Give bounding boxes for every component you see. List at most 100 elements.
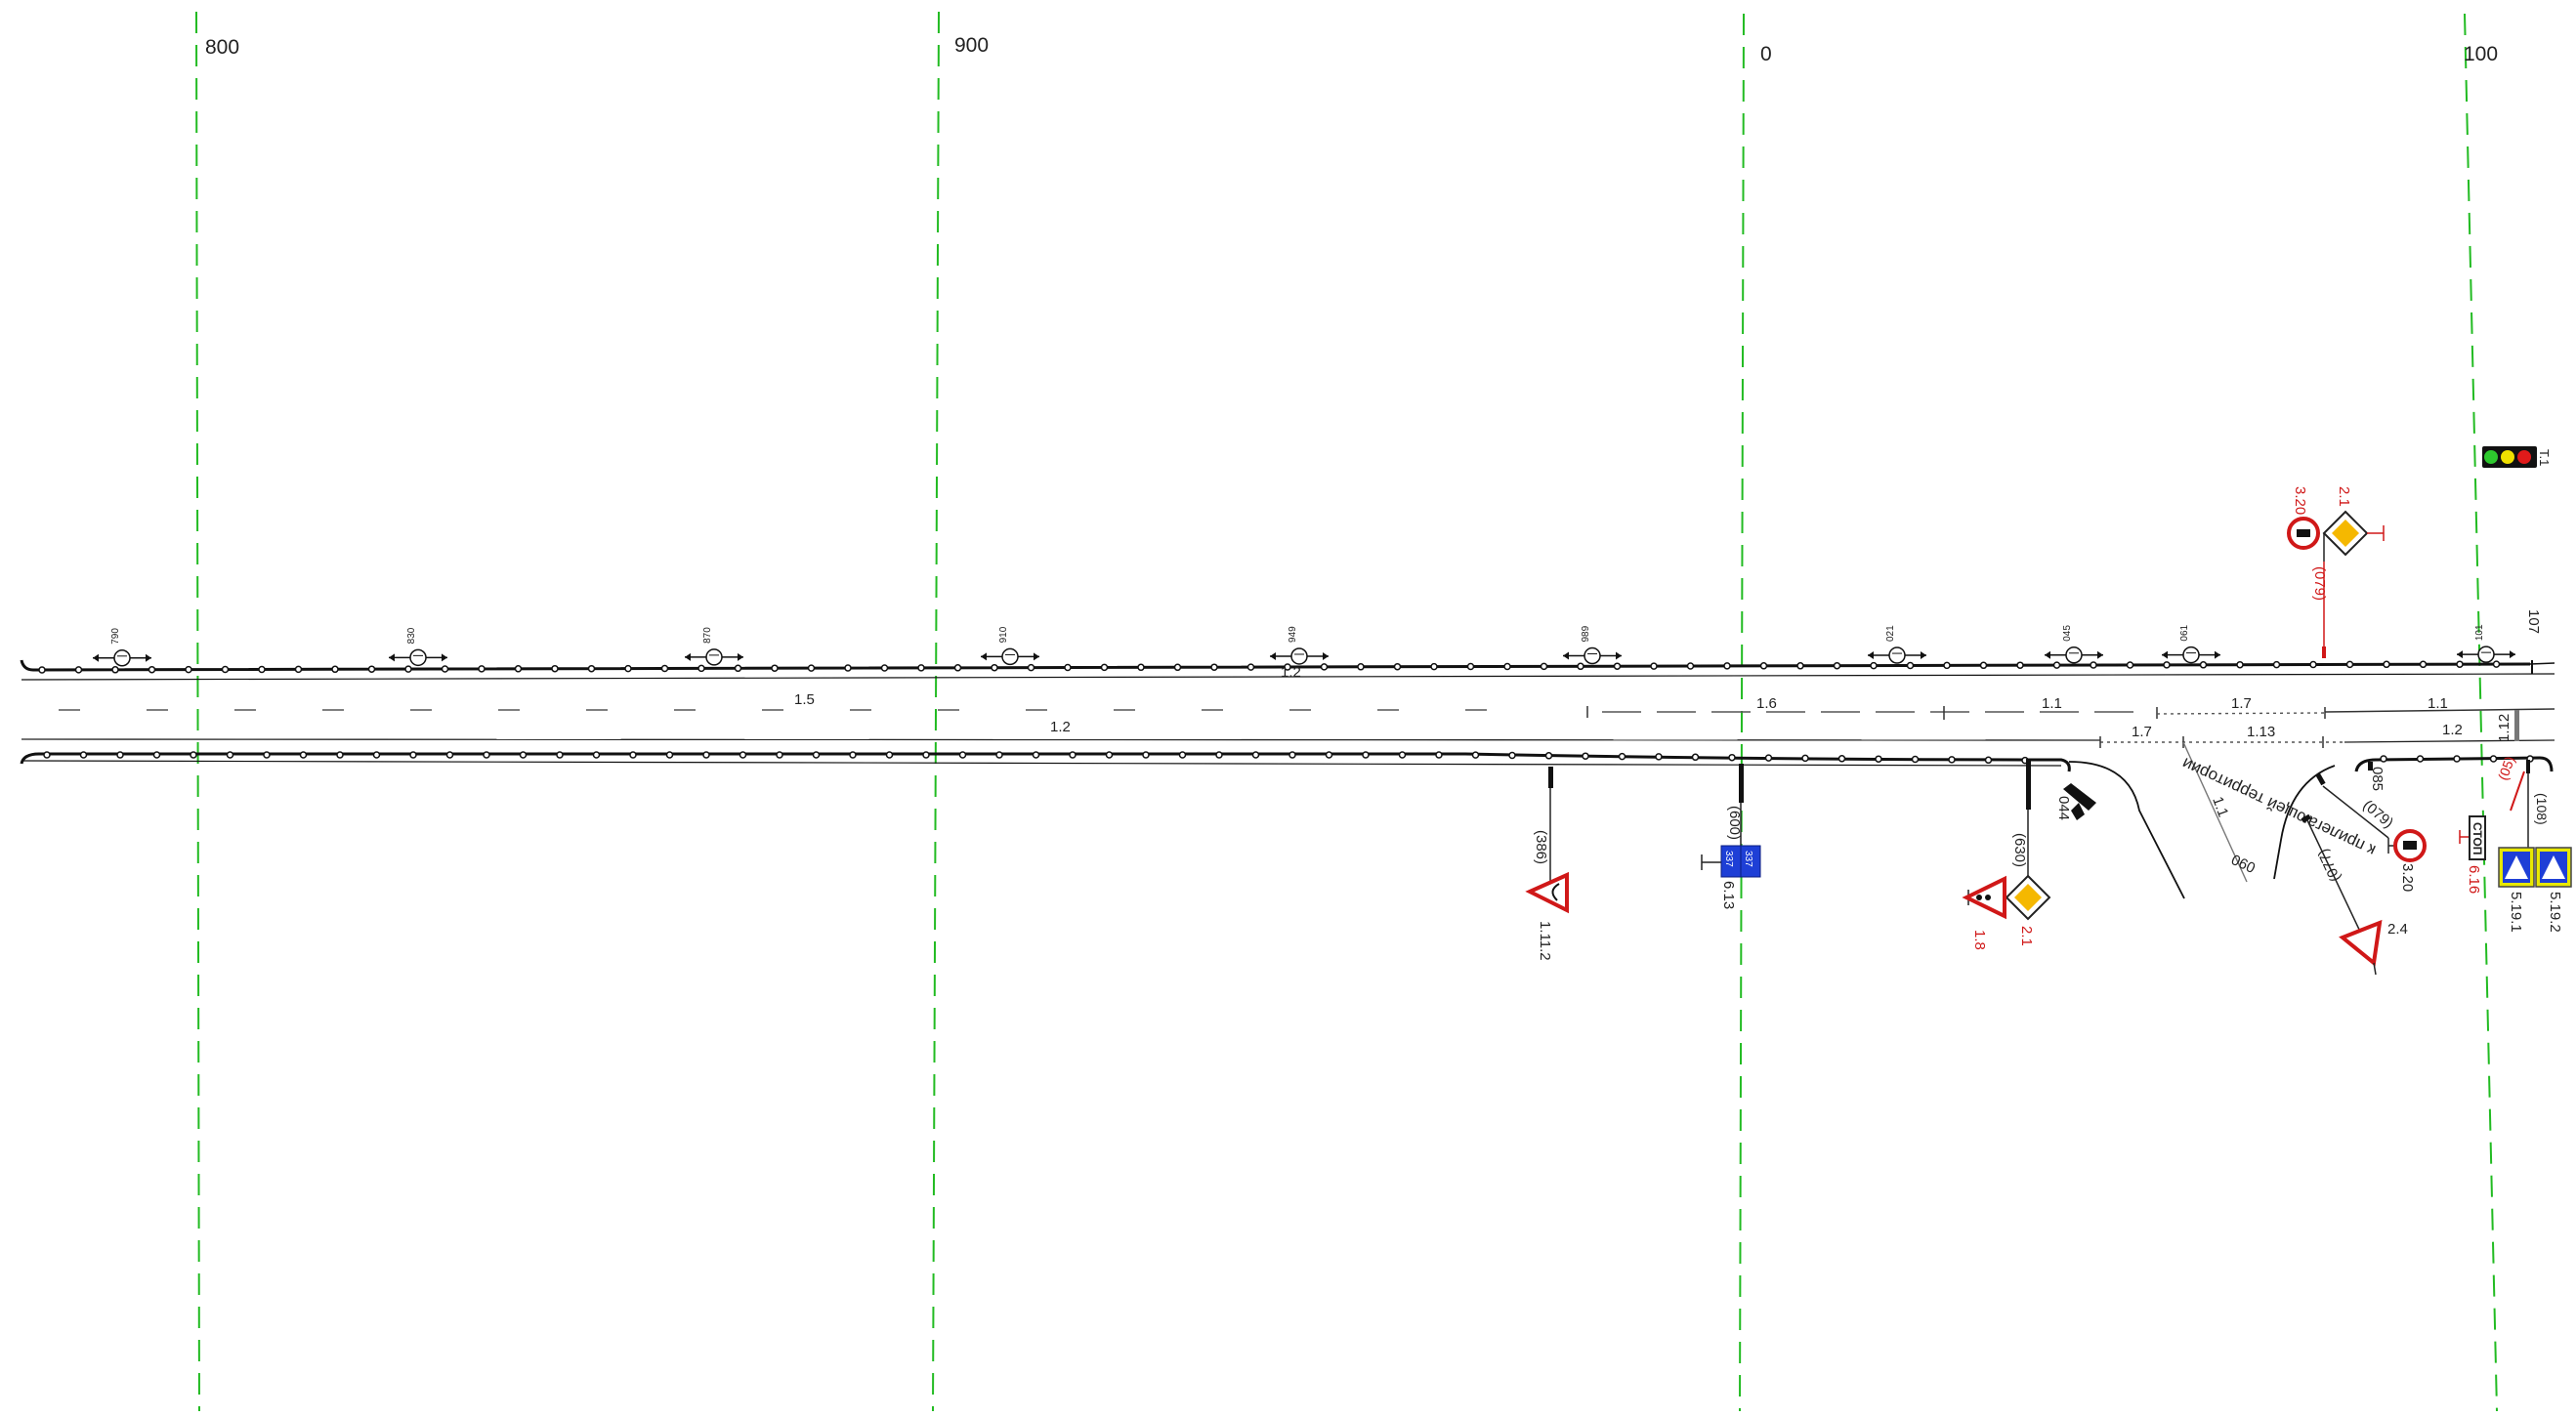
light-label: 830 <box>406 627 417 644</box>
delineator-post <box>953 664 962 672</box>
delineator-post <box>991 663 998 672</box>
delineator-post <box>812 751 821 759</box>
upper-posts <box>38 660 2501 674</box>
delineator-post <box>1105 751 1114 759</box>
delineator-post <box>885 751 894 759</box>
delineator-post <box>592 751 601 759</box>
delineator-post <box>111 666 119 674</box>
upper-curb <box>20 659 2531 672</box>
light-label: 021 <box>1885 625 1896 642</box>
delineator-post <box>1613 662 1622 670</box>
sign-post <box>2322 646 2326 658</box>
light-label: 101 <box>2474 624 2485 641</box>
delineator-post <box>880 664 889 672</box>
sign-code: 6.16 <box>2466 865 2482 894</box>
delineator-post <box>226 751 234 759</box>
delineator-post <box>1875 755 1882 763</box>
camera-icon <box>2071 803 2085 820</box>
marking-label: 1.1 <box>2042 695 2062 712</box>
delineator-post <box>1801 754 1809 763</box>
marking-label: 1.12 <box>2496 714 2513 742</box>
chainage-label: 0 <box>1760 43 1772 65</box>
delineator-post <box>152 751 161 759</box>
chainage-label: 900 <box>954 34 989 57</box>
delineator-post <box>299 751 308 759</box>
delineator-post <box>660 664 669 673</box>
delineator-post <box>844 664 852 672</box>
center-line-dashes <box>59 709 2133 713</box>
delineator-post <box>185 665 192 674</box>
street-light-icon <box>2182 646 2200 664</box>
sign-code: 6.13 <box>1720 881 1737 909</box>
delineator-post <box>1540 662 1548 671</box>
center-dotted-line <box>2156 712 2326 715</box>
marking-label: 1.1 <box>2428 695 2448 712</box>
point-label: 090 <box>2229 851 2259 876</box>
delineator-post <box>1064 663 1072 672</box>
marking-label: 1.7 <box>2132 724 2152 740</box>
arrow-left-icon <box>2457 650 2463 659</box>
delineator-post <box>2416 755 2425 763</box>
side-road-center <box>2182 741 2248 883</box>
street-light-icon <box>113 649 131 667</box>
delineator-post <box>1764 754 1773 762</box>
delineator-post <box>1870 661 1878 670</box>
upper-curb-end <box>2529 662 2555 665</box>
delineator-post <box>1435 751 1443 759</box>
delineator-post <box>1984 756 1993 765</box>
traffic-light-code: Т.1 <box>2537 449 2552 466</box>
delineator-post <box>1173 663 1182 672</box>
arrow-right-icon <box>1616 651 1622 660</box>
delineator-post <box>1618 752 1626 761</box>
street-light-icon <box>2065 646 2083 664</box>
sign-bar <box>2373 962 2377 976</box>
light-label: 790 <box>110 628 121 645</box>
arrow-left-icon <box>1868 651 1874 660</box>
center-line-solid <box>2324 708 2555 713</box>
street-light-icon <box>2477 646 2495 663</box>
delineator-post <box>1100 663 1109 672</box>
delineator-post <box>43 751 51 759</box>
arrow-left-icon <box>389 653 395 662</box>
arrow-left-icon <box>1270 651 1276 660</box>
delineator-post <box>922 751 930 759</box>
delineator-post <box>2016 661 2024 669</box>
delineator-post <box>1544 752 1553 760</box>
chainage-guides <box>195 11 2498 1412</box>
delineator-post <box>1655 753 1663 761</box>
sign-code: 2.1 <box>2018 926 2035 946</box>
delineator-post <box>739 751 747 759</box>
upper-edge-line <box>21 673 2555 681</box>
sign-code: 2.4 <box>2387 921 2408 938</box>
side-road <box>2068 741 2336 899</box>
side-road-left-edge <box>2068 761 2185 899</box>
arrow-right-icon <box>2097 650 2103 659</box>
delineator-post <box>190 751 197 759</box>
delineator-post <box>478 665 486 673</box>
arrow-left-icon <box>685 652 691 661</box>
priority-road-icon <box>2014 884 2042 911</box>
chainage-label: 100 <box>2464 43 2498 65</box>
delineator-post <box>1650 662 1658 670</box>
arrow-left-icon <box>2045 650 2050 659</box>
chainage-label: 800 <box>205 36 239 59</box>
delineator-post <box>2419 660 2428 669</box>
info-plate-icon <box>1740 845 1761 878</box>
delineator-post <box>776 751 783 759</box>
sign-post <box>1739 764 1744 803</box>
delineator-post <box>331 665 339 674</box>
lighting-pole: 910 <box>981 626 1039 666</box>
arrow-right-icon <box>2510 650 2515 659</box>
delineator-post <box>995 751 1003 759</box>
side-road-right-edge <box>2273 765 2336 880</box>
marking-labels: 1.2 1.5 1.6 1.1 1.7 1.1 1.2 1.7 1.13 1.2… <box>794 664 2513 819</box>
lower-lane-right <box>2344 739 2555 743</box>
arrow-left-icon <box>1563 651 1569 660</box>
delineator-post <box>372 751 381 759</box>
delineator-post <box>702 751 710 759</box>
light-label: 949 <box>1288 626 1298 643</box>
camera: 044 <box>2055 783 2096 820</box>
guide-line-900 <box>932 11 940 1412</box>
lighting-pole: 045 <box>2045 625 2103 664</box>
delineator-post <box>1906 661 1915 670</box>
